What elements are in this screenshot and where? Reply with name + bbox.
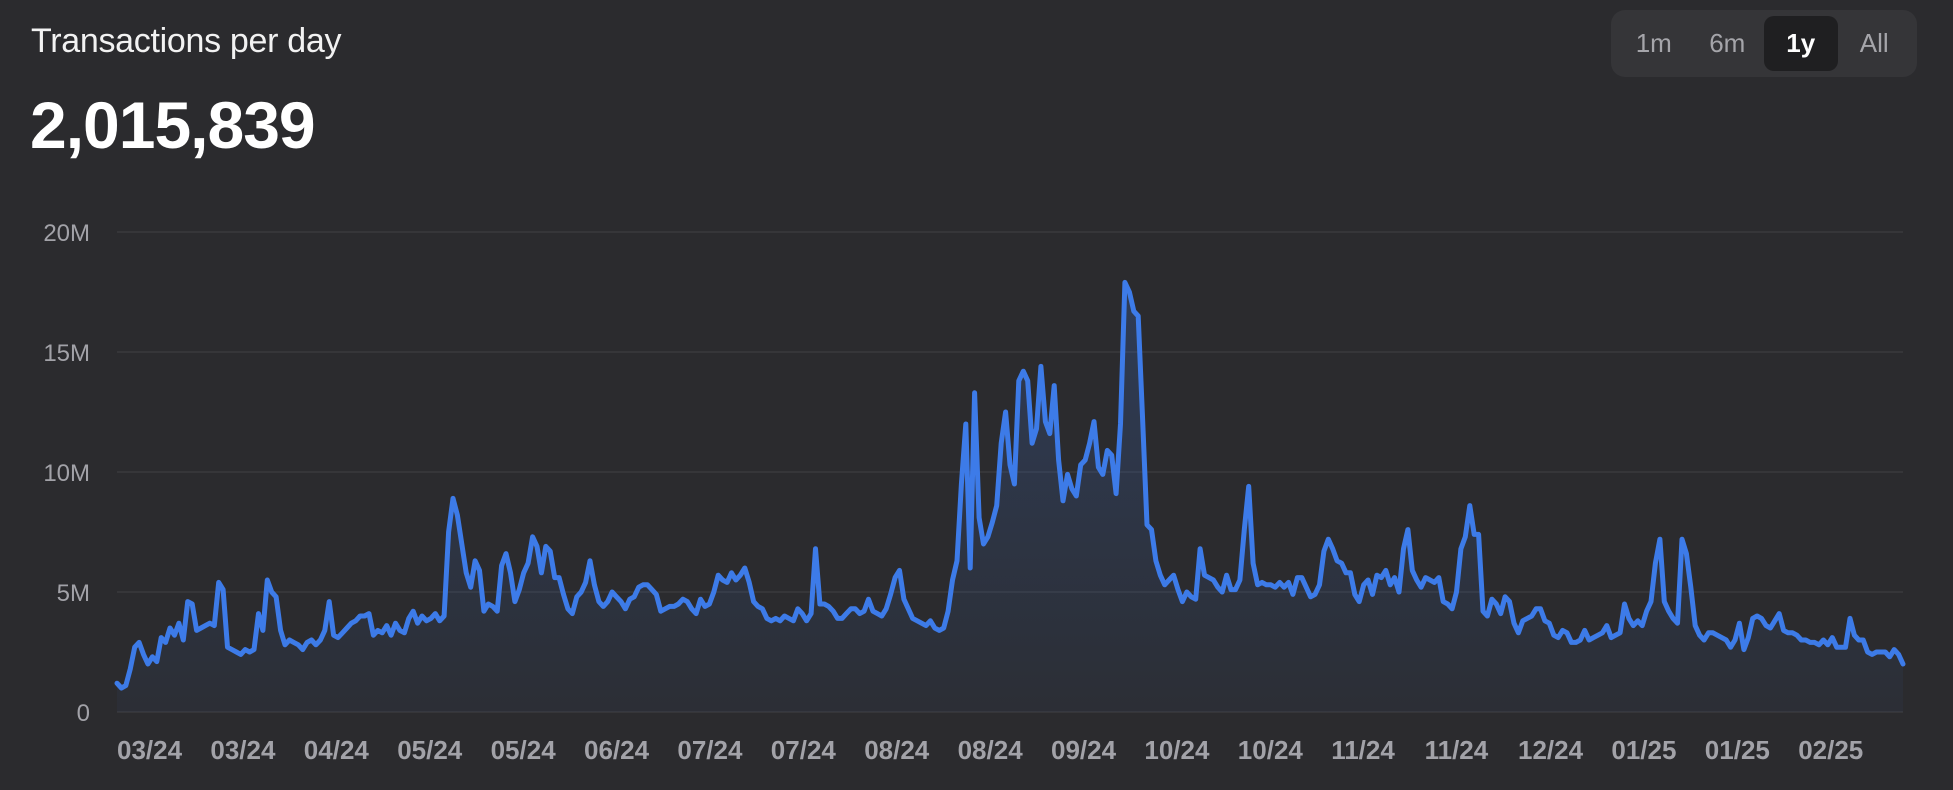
y-tick-label: 0 <box>77 700 90 727</box>
x-tick-label: 03/24 <box>210 735 276 765</box>
x-tick-label: 05/24 <box>491 735 557 765</box>
range-button-all[interactable]: All <box>1859 28 1889 58</box>
x-tick-label: 06/24 <box>584 735 650 765</box>
y-tick-label: 15M <box>43 340 90 367</box>
x-tick-label: 10/24 <box>1238 735 1304 765</box>
range-button-1y[interactable]: 1y <box>1764 16 1838 71</box>
x-tick-label: 02/25 <box>1798 735 1863 765</box>
series-transactions <box>114 279 1906 712</box>
x-tick-label: 03/24 <box>117 735 183 765</box>
x-tick-label: 07/24 <box>771 735 837 765</box>
x-tick-label: 10/24 <box>1144 735 1210 765</box>
x-tick-label: 07/24 <box>677 735 743 765</box>
x-tick-label: 04/24 <box>304 735 370 765</box>
range-selector: 1m 6m 1y All <box>1611 10 1917 77</box>
x-tick-label: 01/25 <box>1611 735 1676 765</box>
x-tick-label: 11/24 <box>1331 735 1395 765</box>
y-tick-label: 5M <box>57 580 90 607</box>
x-tick-label: 11/24 <box>1425 735 1489 765</box>
x-tick-label: 09/24 <box>1051 735 1117 765</box>
chart-title: Transactions per day <box>31 22 342 60</box>
range-button-1m[interactable]: 1m <box>1635 28 1672 58</box>
series-area <box>117 282 1903 712</box>
series-line <box>114 279 1906 691</box>
x-tick-label: 01/25 <box>1705 735 1770 765</box>
x-tick-label: 08/24 <box>864 735 930 765</box>
current-value: 2,015,839 <box>30 88 316 162</box>
x-tick-label: 05/24 <box>397 735 463 765</box>
x-axis: 03/24 03/24 04/24 05/24 05/24 06/24 07/24 07/24… <box>117 735 1863 765</box>
x-tick-label: 08/24 <box>958 735 1024 765</box>
y-tick-label: 10M <box>43 460 90 487</box>
y-axis: 0 5M 10M 15M 20M <box>43 220 90 727</box>
y-tick-label: 20M <box>43 220 90 247</box>
x-tick-label: 12/24 <box>1518 735 1584 765</box>
range-button-6m[interactable]: 6m <box>1709 28 1746 58</box>
